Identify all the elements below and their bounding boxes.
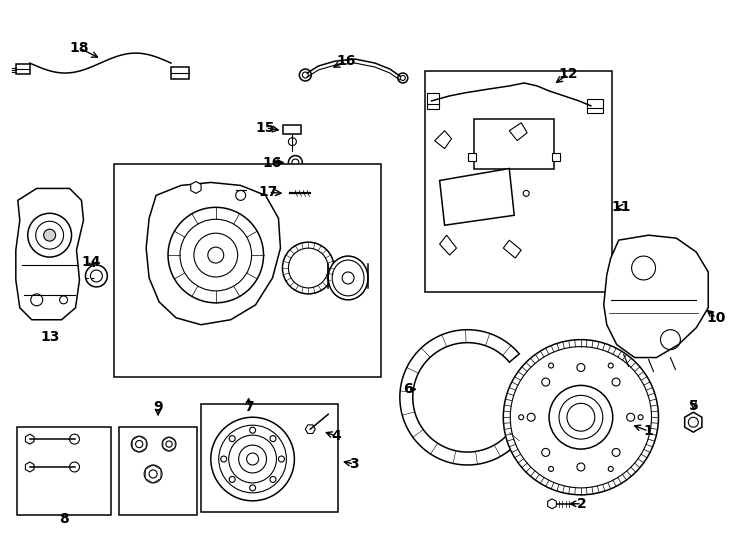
Polygon shape (509, 123, 527, 140)
Circle shape (43, 229, 56, 241)
Text: 17: 17 (259, 185, 278, 199)
Polygon shape (26, 434, 34, 444)
Text: 16: 16 (263, 156, 282, 170)
Circle shape (70, 462, 79, 472)
Bar (201, 404, 338, 512)
Polygon shape (435, 131, 451, 149)
Circle shape (131, 436, 147, 452)
Circle shape (299, 69, 311, 81)
Bar (474, 119, 554, 168)
Polygon shape (440, 168, 515, 225)
Circle shape (85, 265, 107, 287)
Circle shape (504, 340, 658, 495)
Circle shape (168, 207, 264, 303)
Text: 2: 2 (577, 497, 586, 511)
Polygon shape (26, 462, 34, 472)
Bar (16, 64, 30, 74)
Bar (171, 67, 189, 79)
Text: 12: 12 (559, 67, 578, 81)
Bar (587, 99, 603, 113)
Polygon shape (305, 425, 316, 434)
Text: 6: 6 (403, 382, 413, 396)
Text: 8: 8 (59, 512, 68, 526)
Circle shape (283, 242, 334, 294)
Text: 16: 16 (336, 54, 356, 68)
Circle shape (288, 156, 302, 170)
Circle shape (192, 184, 200, 191)
Text: 7: 7 (244, 400, 253, 414)
Polygon shape (286, 188, 295, 198)
Ellipse shape (328, 256, 368, 300)
Text: 5: 5 (688, 399, 698, 413)
Text: 4: 4 (331, 429, 341, 443)
Circle shape (70, 434, 79, 444)
Bar (115, 164, 381, 377)
Polygon shape (440, 235, 457, 255)
Text: 18: 18 (70, 41, 90, 55)
Circle shape (144, 465, 162, 483)
Polygon shape (16, 188, 84, 320)
Text: 14: 14 (81, 255, 101, 269)
Circle shape (549, 386, 613, 449)
Polygon shape (685, 412, 702, 432)
Bar (425, 71, 611, 292)
Circle shape (288, 138, 297, 146)
Bar (120, 427, 197, 515)
Polygon shape (504, 240, 521, 258)
Text: 13: 13 (40, 329, 59, 343)
Text: 11: 11 (611, 200, 631, 214)
Circle shape (398, 73, 408, 83)
Polygon shape (191, 181, 201, 193)
Text: 3: 3 (349, 457, 359, 471)
Polygon shape (146, 183, 280, 325)
Polygon shape (400, 330, 526, 465)
Bar (426, 93, 439, 109)
Polygon shape (548, 499, 556, 509)
Circle shape (211, 417, 294, 501)
Bar (468, 153, 476, 160)
Bar (552, 153, 560, 160)
Polygon shape (604, 235, 708, 357)
Bar (17, 427, 112, 515)
Text: 10: 10 (707, 310, 726, 325)
Circle shape (162, 437, 176, 451)
Text: 9: 9 (153, 400, 163, 414)
Circle shape (236, 191, 246, 200)
Text: 15: 15 (255, 121, 275, 135)
Text: 1: 1 (644, 424, 653, 438)
Bar (283, 125, 302, 134)
